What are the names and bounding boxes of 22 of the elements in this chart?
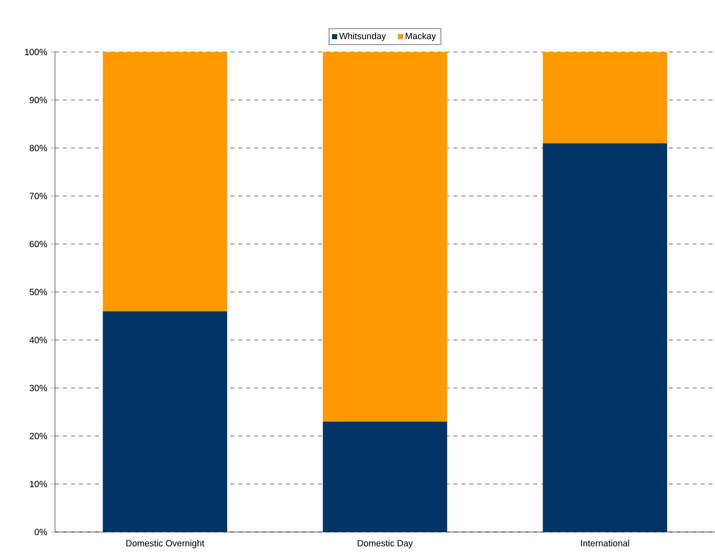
bar <box>102 52 228 312</box>
x-tick-label: Domestic Overnight <box>126 540 204 548</box>
x-tick-label: Domestic Day <box>358 540 413 548</box>
legend-label: Mackay <box>406 32 436 41</box>
legend-label: Whitsunday <box>339 32 386 41</box>
y-tick-label: 10% <box>30 480 47 488</box>
y-tick-label: 20% <box>30 432 47 440</box>
y-tick-label: 0% <box>34 528 47 536</box>
bar <box>542 143 668 532</box>
y-tick-label: 40% <box>29 336 47 344</box>
bar <box>102 311 228 532</box>
y-tick-label: 60% <box>30 240 47 248</box>
y-tick-label: 30% <box>30 384 47 392</box>
y-tick-label: 70% <box>30 192 47 200</box>
bar <box>322 422 448 532</box>
bar <box>542 52 668 144</box>
bar <box>322 52 448 422</box>
y-tick-label: 50% <box>30 288 47 296</box>
y-tick-label: 90% <box>30 96 47 104</box>
y-tick-label: 100% <box>24 48 47 56</box>
y-tick-label: 80% <box>30 144 47 152</box>
x-tick-label: International <box>581 540 630 546</box>
